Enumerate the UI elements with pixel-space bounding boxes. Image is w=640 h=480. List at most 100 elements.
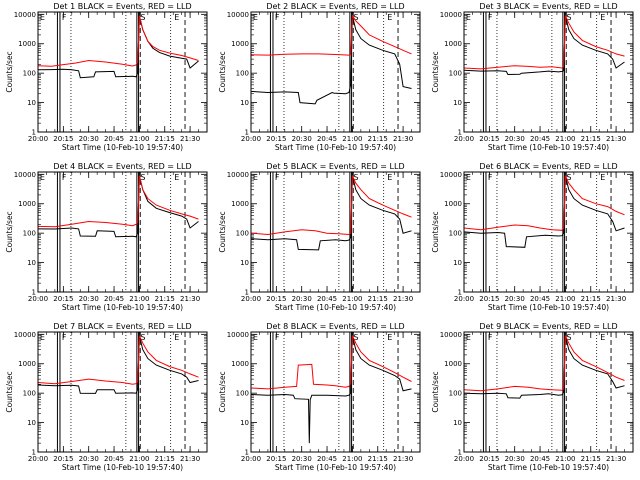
chart-svg: Det 9 BLACK = Events, RED = LLD 1 10 100 100…: [431, 322, 634, 472]
plot-frame: [250, 11, 421, 133]
x-tick-label: 20:15: [53, 295, 73, 303]
x-tick-label: 21:15: [368, 455, 388, 463]
marker-letter: E: [387, 173, 392, 182]
y-tick-label: 100: [23, 230, 36, 238]
series-line-lld: [464, 15, 625, 70]
marker-letter: S: [566, 13, 571, 22]
series-line-events: [251, 15, 412, 105]
detector-panel-4: Det 4 BLACK = Events, RED = LLD 1 10 100 100…: [0, 160, 213, 320]
series-line-lld: [38, 335, 199, 385]
y-tick-label: 10000: [14, 11, 36, 19]
y-tick-label: 1000: [18, 40, 36, 48]
plot-frame: [463, 331, 634, 453]
y-tick-label: 10: [453, 419, 462, 427]
marker-letter: E: [40, 13, 45, 22]
y-tick-label: 10000: [440, 171, 462, 179]
series-line-events: [464, 15, 625, 76]
chart-title: Det 3 BLACK = Events, RED = LLD: [479, 2, 617, 11]
chart-svg: Det 7 BLACK = Events, RED = LLD 1 10 100 100…: [5, 322, 208, 472]
y-tick-label: 1000: [18, 360, 36, 368]
x-tick-label: 20:45: [530, 135, 550, 143]
marker-letter: E: [387, 333, 392, 342]
marker-letter: S: [140, 333, 145, 342]
chart-svg: Det 5 BLACK = Events, RED = LLD 1 10 100 100…: [218, 162, 421, 312]
x-tick-label: 20:30: [79, 295, 99, 303]
series-group: [464, 15, 625, 76]
marker-letter: E: [174, 13, 179, 22]
series-group: [464, 335, 625, 399]
marker-letter: E: [466, 333, 471, 342]
detector-panel-2: Det 2 BLACK = Events, RED = LLD 1 10 100 100…: [213, 0, 426, 160]
x-axis-label: Start Time (10-Feb-10 19:57:40): [62, 143, 183, 152]
x-axis-label: Start Time (10-Feb-10 19:57:40): [488, 463, 609, 472]
x-tick-label: 21:15: [155, 295, 175, 303]
marker-letter: E: [600, 13, 605, 22]
marker-letter: F: [275, 173, 280, 182]
series-line-lld: [38, 15, 199, 67]
y-tick-label: 1: [458, 449, 462, 457]
y-tick-label: 10000: [227, 331, 249, 339]
marker-letter: S: [140, 13, 145, 22]
x-tick-label: 21:30: [180, 135, 200, 143]
series-line-events: [38, 15, 199, 79]
marker-letter: E: [253, 173, 258, 182]
x-tick-label: 21:00: [129, 295, 149, 303]
y-tick-label: 10: [240, 259, 249, 267]
x-tick-label: 21:00: [555, 295, 575, 303]
x-tick-label: 20:45: [104, 295, 124, 303]
marker-letter: F: [62, 173, 67, 182]
x-tick-label: 20:45: [104, 455, 124, 463]
marker-letter: F: [488, 13, 493, 22]
y-tick-label: 1000: [18, 200, 36, 208]
series-group: [38, 15, 199, 79]
series-line-lld: [38, 175, 199, 228]
y-axis-label: Counts/sec: [218, 211, 227, 252]
x-tick-label: 20:15: [479, 455, 499, 463]
plot-frame: [37, 171, 208, 293]
x-axis-label: Start Time (10-Feb-10 19:57:40): [275, 303, 396, 312]
series-line-lld: [464, 335, 625, 392]
x-tick-label: 21:30: [393, 135, 413, 143]
chart-svg: Det 6 BLACK = Events, RED = LLD 1 10 100 100…: [431, 162, 634, 312]
x-tick-label: 20:45: [530, 455, 550, 463]
x-tick-label: 20:15: [266, 135, 286, 143]
x-tick-label: 20:00: [28, 135, 48, 143]
x-tick-label: 20:45: [317, 455, 337, 463]
x-tick-label: 21:30: [606, 135, 626, 143]
series-line-events: [464, 335, 625, 399]
y-tick-label: 10000: [227, 171, 249, 179]
x-tick-label: 20:00: [28, 295, 48, 303]
x-tick-label: 21:00: [129, 455, 149, 463]
y-tick-label: 100: [236, 230, 249, 238]
y-tick-label: 10: [27, 419, 36, 427]
x-axis-label: Start Time (10-Feb-10 19:57:40): [275, 143, 396, 152]
y-tick-label: 1: [458, 129, 462, 137]
marker-letter: F: [488, 333, 493, 342]
marker-letter: S: [566, 173, 571, 182]
x-tick-label: 20:00: [241, 295, 261, 303]
marker-letter: S: [353, 13, 358, 22]
series-group: [464, 175, 625, 248]
x-tick-label: 20:00: [241, 455, 261, 463]
series-group: [251, 175, 412, 251]
y-tick-label: 10000: [14, 331, 36, 339]
series-group: [251, 14, 412, 105]
detector-panel-8: Det 8 BLACK = Events, RED = LLD 1 10 100 100…: [213, 320, 426, 480]
x-axis-label: Start Time (10-Feb-10 19:57:40): [62, 303, 183, 312]
chart-title: Det 6 BLACK = Events, RED = LLD: [479, 162, 617, 171]
marker-letter: E: [40, 173, 45, 182]
x-tick-label: 20:45: [317, 135, 337, 143]
x-tick-label: 20:00: [241, 135, 261, 143]
detector-panel-6: Det 6 BLACK = Events, RED = LLD 1 10 100 100…: [426, 160, 639, 320]
series-group: [38, 335, 199, 394]
x-tick-label: 21:30: [393, 295, 413, 303]
x-tick-label: 21:15: [581, 455, 601, 463]
x-tick-label: 20:00: [454, 455, 474, 463]
y-tick-label: 10000: [440, 331, 462, 339]
x-tick-label: 21:15: [155, 455, 175, 463]
marker-letter: E: [600, 173, 605, 182]
plot-frame: [463, 11, 634, 133]
series-line-lld: [464, 175, 625, 231]
x-axis-label: Start Time (10-Feb-10 19:57:40): [488, 143, 609, 152]
